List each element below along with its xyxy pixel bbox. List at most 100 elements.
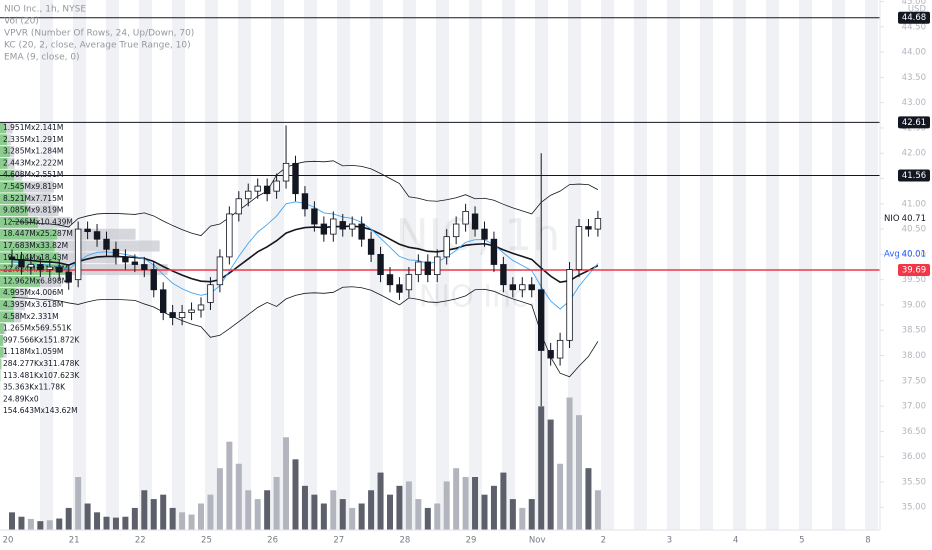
stripe [436, 0, 449, 530]
vpvr-label: 9.085Mx9.819M [3, 206, 63, 215]
volume-bar [94, 512, 101, 530]
candle-body [519, 284, 526, 291]
vpvr-up [0, 252, 60, 264]
stripe [304, 0, 317, 530]
last-symbol: NIO [884, 214, 900, 224]
candle-body [93, 231, 101, 240]
session-stripes [40, 0, 878, 530]
vpvr-label: 113.481Kx107.623K [3, 371, 80, 380]
volume-bar [169, 507, 176, 530]
stripe [469, 0, 482, 530]
x-tick-label: Nov [529, 536, 546, 546]
vpvr-up [0, 275, 41, 287]
vpvr-up [0, 334, 4, 346]
vpvr-down [6, 122, 13, 134]
volume-bar [490, 485, 497, 530]
candle-body [8, 256, 16, 260]
vpvr-down [14, 311, 22, 323]
volume-bar [75, 477, 82, 530]
volume-bar [188, 514, 195, 530]
volume-bar [56, 518, 63, 530]
vpvr-label: 4.608Mx2.551M [3, 170, 63, 179]
indicator-label: VPVR (Number Of Rows, 24, Up/Down, 70) [4, 29, 194, 39]
candle-body [490, 238, 498, 265]
level-label: 42.61 [902, 118, 926, 128]
candle-body [263, 185, 271, 195]
vpvr-label: 2.335Mx1.291M [3, 135, 63, 144]
candle-body [547, 350, 554, 359]
candle-body [358, 223, 365, 240]
volume-bar [368, 490, 375, 530]
vpvr-up [0, 193, 27, 205]
vpvr-label: 19.104Mx18.43M [3, 253, 68, 262]
x-tick-label: 22 [135, 536, 146, 546]
y-tick-label: 45.00 [902, 0, 926, 7]
volume-bar [84, 503, 91, 530]
candle-body [538, 289, 545, 351]
volume-bar [264, 490, 271, 530]
indicator-line [11, 286, 599, 378]
candle-body [254, 185, 261, 192]
y-tick-label: 37.00 [902, 402, 926, 412]
volume-bar [103, 516, 110, 530]
vpvr-down [26, 193, 51, 205]
vpvr-down [0, 358, 2, 370]
volume-bar [509, 499, 516, 530]
candle-body [141, 264, 148, 270]
stripe [766, 0, 779, 530]
y-tick-label: 39.00 [902, 300, 926, 310]
volume-bar [538, 406, 545, 530]
level-label-box [898, 116, 930, 129]
candle-body [226, 213, 233, 258]
volume-bar [576, 415, 582, 530]
volume-bar [226, 441, 233, 530]
volume-bar [453, 468, 460, 530]
candle-body [292, 162, 299, 195]
volume-bar [301, 485, 308, 530]
vpvr-label: 3.285Mx1.284M [3, 147, 63, 156]
candle-body [424, 261, 431, 276]
candle-body [339, 221, 346, 230]
vpvr-down [10, 146, 15, 158]
y-tick-label: 38.50 [902, 326, 926, 336]
candle-body [273, 180, 280, 192]
candle-body [556, 339, 564, 359]
watermark: NIO, 1h NIO Inc. [396, 210, 560, 315]
candle-body [566, 269, 573, 341]
candle-body [452, 223, 460, 238]
y-tick-label: 35.50 [902, 477, 926, 487]
volume-bar [311, 494, 318, 530]
volume-bar [18, 516, 25, 530]
y-tick-label: 36.50 [902, 427, 926, 437]
candle-body [207, 284, 214, 303]
vpvr-down [15, 287, 28, 299]
volume-bar [198, 503, 204, 530]
stripe [601, 0, 614, 530]
volume-bar [415, 499, 422, 530]
candle-body [396, 284, 403, 293]
vpvr-up [0, 228, 58, 240]
stripe [832, 0, 845, 530]
stripe [172, 0, 185, 530]
volume-bar [179, 512, 186, 530]
candle-body [301, 193, 309, 210]
candle-body [74, 228, 82, 281]
volume-bar [150, 499, 157, 530]
candle-body [84, 228, 91, 233]
vpvr-up [0, 323, 4, 335]
volume-bar [424, 507, 431, 530]
candle-body [27, 264, 35, 268]
volume-bar [283, 437, 290, 530]
candle-body [594, 218, 602, 230]
stripe [700, 0, 713, 530]
volume-bar [472, 477, 479, 530]
vpvr-label: 7.545Mx9.819M [3, 182, 63, 191]
x-tick-label: 4 [733, 536, 738, 546]
chart-title: NIO Inc., 1h, NYSE [4, 5, 86, 15]
candle-body [37, 264, 44, 270]
candle-body [443, 236, 450, 258]
vpvr-down [59, 252, 117, 264]
volume-bar [396, 485, 403, 530]
y-tick-label: 40.00 [902, 250, 926, 260]
x-tick-label: 2 [601, 536, 606, 546]
